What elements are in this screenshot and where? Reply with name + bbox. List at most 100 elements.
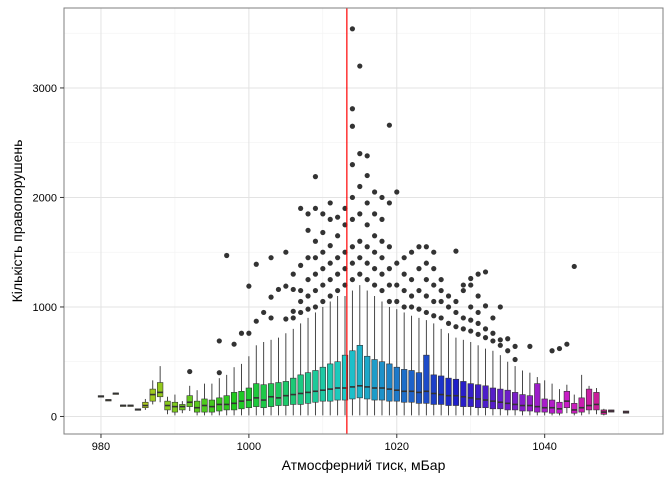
box-body: [186, 395, 193, 407]
outlier-point: [431, 282, 437, 288]
outlier-point: [216, 338, 222, 344]
box-body: [327, 363, 334, 402]
x-tick-label: 1000: [237, 441, 261, 453]
outlier-point: [423, 293, 429, 299]
outlier-point: [468, 317, 474, 323]
box-body: [578, 397, 585, 413]
outlier-point: [490, 315, 496, 321]
box-1017: [371, 296, 378, 416]
box-body: [467, 383, 474, 407]
outlier-point: [320, 211, 326, 217]
box-body: [408, 370, 415, 403]
outlier-point: [423, 244, 429, 250]
box-1039: [534, 377, 541, 416]
outlier-point: [482, 269, 489, 275]
outlier-point: [386, 282, 392, 288]
outlier-point: [408, 304, 415, 310]
box-1045: [578, 374, 585, 416]
outlier-point: [268, 255, 274, 261]
outlier-point: [290, 308, 296, 314]
outlier-point: [475, 320, 481, 326]
box-1001: [253, 345, 260, 416]
outlier-point: [349, 26, 356, 32]
box-body: [194, 400, 201, 413]
box-983: [120, 404, 127, 407]
box-1027: [445, 333, 452, 416]
box-body: [282, 381, 289, 406]
y-tick-label: 0: [51, 411, 57, 423]
outlier-point: [312, 304, 319, 310]
outlier-point: [364, 260, 370, 266]
outlier-point: [431, 298, 437, 305]
y-tick-label: 2000: [33, 192, 57, 204]
outlier-point: [408, 276, 415, 283]
outlier-point: [423, 276, 429, 283]
outlier-point: [453, 324, 459, 330]
outlier-point: [364, 200, 370, 206]
box-1043: [563, 384, 570, 414]
outlier-point: [416, 306, 422, 312]
box-1032: [482, 348, 489, 416]
outlier-point: [386, 122, 392, 128]
box-991: [179, 401, 186, 414]
box-995: [208, 383, 216, 416]
box-993: [194, 390, 201, 416]
outlier-point: [327, 200, 333, 206]
outlier-point: [261, 309, 267, 316]
outlier-point: [386, 244, 392, 250]
outlier-point: [394, 260, 400, 266]
box-body: [253, 383, 260, 407]
box-body: [238, 390, 245, 410]
box-1018: [378, 301, 386, 416]
outlier-point: [364, 172, 370, 179]
outlier-point: [482, 303, 489, 309]
outlier-point: [187, 368, 193, 375]
outlier-point: [490, 330, 496, 336]
outlier-point: [349, 244, 356, 250]
box-1037: [519, 370, 526, 416]
box-990: [171, 394, 179, 416]
outlier-point: [497, 342, 503, 348]
box-1034: [497, 355, 504, 416]
outlier-point: [335, 255, 341, 261]
box-1038: [526, 372, 533, 416]
outlier-point: [364, 276, 370, 283]
y-tick-label: 3000: [33, 83, 57, 95]
outlier-point: [438, 298, 444, 305]
outlier-point: [505, 336, 511, 342]
outlier-point: [475, 293, 481, 299]
box-body: [364, 355, 371, 400]
outlier-point: [401, 255, 407, 261]
outlier-point: [275, 286, 282, 293]
box-body: [267, 383, 275, 407]
outlier-point: [416, 287, 422, 294]
outlier-point: [357, 271, 363, 277]
outlier-point: [305, 211, 311, 217]
outlier-point: [357, 151, 363, 157]
box-1031: [475, 345, 482, 416]
box-body: [497, 388, 504, 410]
plot-panel-border: [63, 7, 664, 435]
box-994: [201, 383, 208, 416]
box-body: [482, 385, 489, 409]
box-body: [519, 394, 526, 412]
outlier-point: [394, 189, 400, 195]
outlier-point: [290, 271, 296, 277]
box-body: [593, 392, 600, 411]
outlier-point: [231, 341, 237, 347]
box-1036: [511, 366, 519, 416]
outlier-point: [386, 266, 392, 272]
outlier-point: [445, 304, 452, 310]
box-body: [386, 363, 393, 402]
box-body: [378, 361, 386, 401]
outlier-point: [438, 276, 444, 283]
outlier-point: [556, 345, 563, 352]
outlier-point: [401, 271, 407, 277]
outlier-point: [490, 338, 496, 344]
box-992: [186, 385, 193, 412]
box-1000: [245, 356, 252, 416]
outlier-point: [394, 282, 400, 288]
box-body: [341, 354, 349, 401]
outlier-point: [371, 282, 378, 288]
outlier-point: [423, 260, 429, 266]
